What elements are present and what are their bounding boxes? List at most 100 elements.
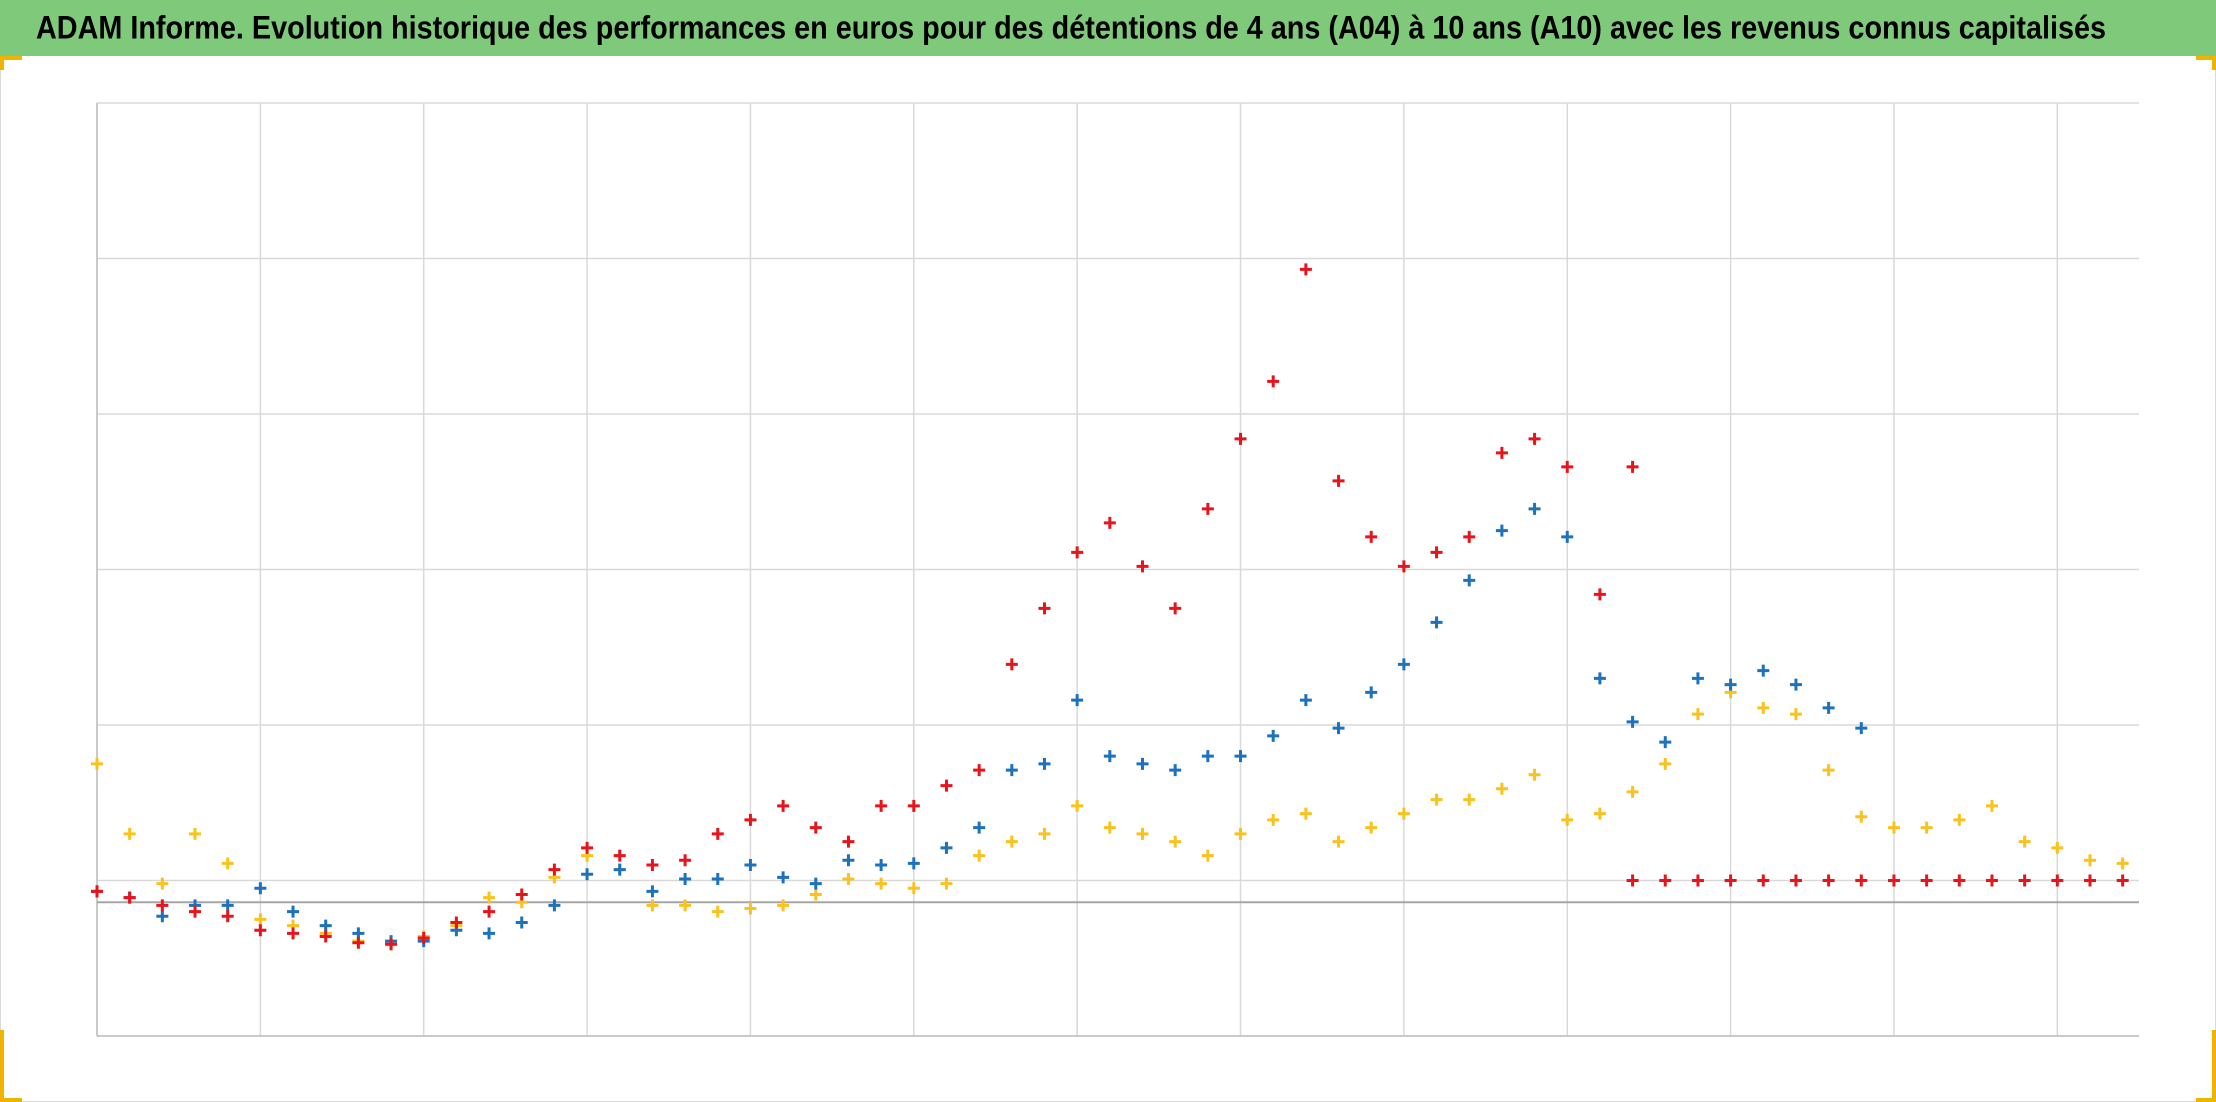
point bbox=[515, 888, 528, 901]
point bbox=[1005, 835, 1018, 848]
point bbox=[156, 899, 169, 912]
point bbox=[221, 910, 234, 923]
point bbox=[515, 916, 528, 929]
point bbox=[646, 858, 659, 871]
title-bar bbox=[0, 0, 2216, 56]
point bbox=[189, 827, 202, 840]
point bbox=[189, 905, 202, 918]
point bbox=[1038, 757, 1051, 770]
corner bbox=[2196, 1030, 2216, 1102]
point bbox=[2116, 857, 2129, 870]
point bbox=[777, 871, 790, 884]
point bbox=[156, 877, 169, 890]
point bbox=[1789, 678, 1802, 691]
point bbox=[91, 885, 103, 898]
series bbox=[91, 263, 1639, 951]
point bbox=[1103, 516, 1116, 529]
point bbox=[385, 938, 398, 951]
point bbox=[1365, 821, 1378, 834]
point bbox=[777, 899, 790, 912]
point bbox=[875, 877, 888, 890]
point bbox=[1234, 827, 1247, 840]
point bbox=[1332, 835, 1345, 848]
point bbox=[1267, 729, 1280, 742]
point bbox=[1495, 782, 1508, 795]
chart-title: ADAM Informe. Evolution historique des p… bbox=[36, 9, 2106, 45]
point bbox=[2018, 835, 2031, 848]
point bbox=[1365, 686, 1378, 699]
point bbox=[1136, 827, 1149, 840]
plot-area bbox=[91, 263, 2129, 951]
point bbox=[1724, 874, 1737, 887]
point bbox=[1659, 874, 1672, 887]
point bbox=[1626, 715, 1639, 728]
point bbox=[777, 799, 790, 812]
point bbox=[417, 932, 430, 945]
point bbox=[254, 882, 267, 895]
point bbox=[1201, 849, 1214, 862]
point bbox=[1038, 602, 1051, 615]
point bbox=[1136, 560, 1149, 573]
point bbox=[91, 757, 103, 770]
point bbox=[254, 913, 267, 926]
point bbox=[1626, 460, 1639, 473]
point bbox=[1789, 874, 1802, 887]
point bbox=[1659, 736, 1672, 749]
point bbox=[581, 841, 594, 854]
point bbox=[2018, 874, 2031, 887]
point bbox=[973, 764, 986, 777]
point bbox=[1332, 474, 1345, 487]
point bbox=[287, 927, 300, 940]
point bbox=[711, 827, 724, 840]
point bbox=[1495, 446, 1508, 459]
point bbox=[973, 849, 986, 862]
point bbox=[1822, 701, 1835, 714]
point bbox=[1463, 530, 1476, 543]
point bbox=[1953, 874, 1966, 887]
point bbox=[842, 872, 855, 885]
point bbox=[875, 858, 888, 871]
point bbox=[1299, 807, 1312, 820]
point bbox=[2083, 854, 2096, 867]
point bbox=[1855, 874, 1868, 887]
point bbox=[1005, 658, 1018, 671]
point bbox=[548, 863, 561, 876]
point bbox=[581, 868, 594, 881]
point bbox=[123, 891, 136, 904]
point bbox=[1561, 530, 1574, 543]
point bbox=[1397, 807, 1410, 820]
point bbox=[483, 891, 496, 904]
point bbox=[1234, 432, 1247, 445]
point bbox=[1169, 764, 1182, 777]
point bbox=[1985, 874, 1998, 887]
point bbox=[1299, 263, 1312, 276]
point bbox=[842, 854, 855, 867]
corner bbox=[0, 56, 22, 70]
series bbox=[91, 686, 2129, 951]
point bbox=[907, 882, 920, 895]
point bbox=[2083, 874, 2096, 887]
point bbox=[809, 888, 822, 901]
point bbox=[1071, 694, 1084, 707]
point bbox=[1495, 524, 1508, 537]
point bbox=[1005, 764, 1018, 777]
point bbox=[1169, 835, 1182, 848]
point bbox=[1691, 708, 1704, 721]
point bbox=[254, 924, 267, 937]
point bbox=[221, 857, 234, 870]
point bbox=[940, 877, 953, 890]
point bbox=[809, 821, 822, 834]
point bbox=[1855, 810, 1868, 823]
point bbox=[1953, 813, 1966, 826]
point bbox=[287, 905, 300, 918]
point bbox=[1691, 672, 1704, 685]
point bbox=[875, 799, 888, 812]
point bbox=[483, 927, 496, 940]
point bbox=[1789, 708, 1802, 721]
point bbox=[679, 899, 692, 912]
point bbox=[940, 779, 953, 792]
point bbox=[1365, 530, 1378, 543]
point bbox=[1528, 502, 1541, 515]
point bbox=[809, 877, 822, 890]
